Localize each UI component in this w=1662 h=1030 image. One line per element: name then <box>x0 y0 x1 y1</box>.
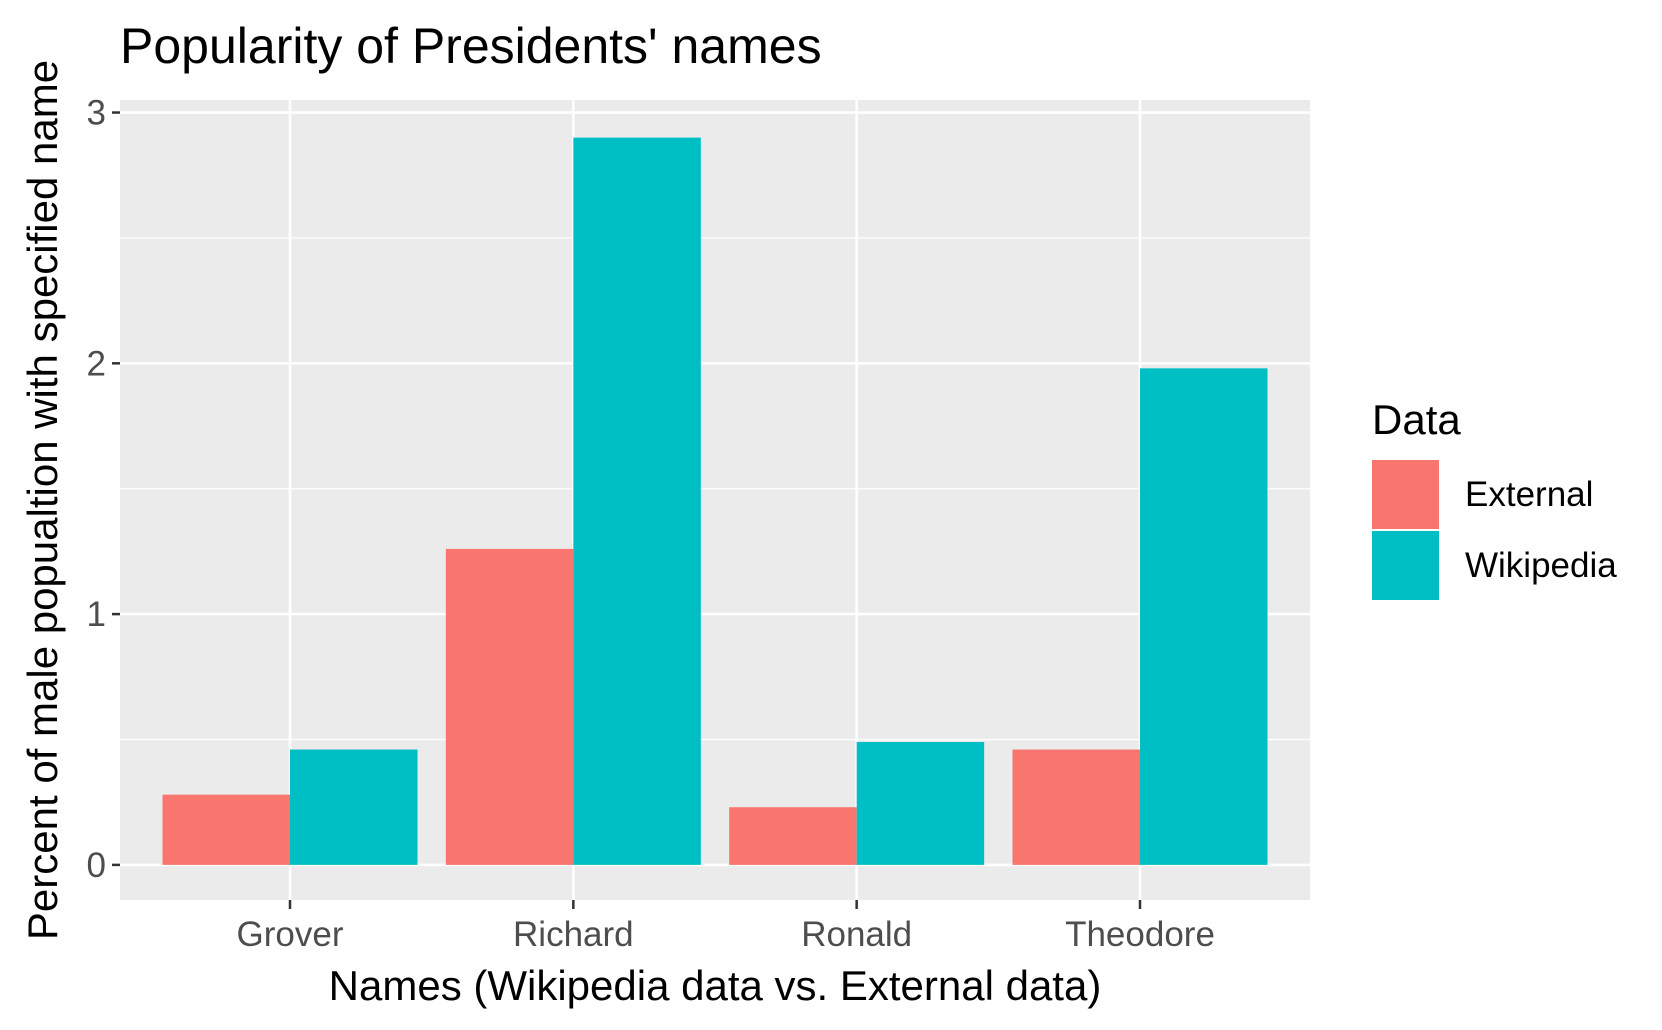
y-tick-label: 1 <box>87 595 106 634</box>
legend: Data External Wikipedia <box>1372 396 1617 600</box>
legend-key-wikipedia <box>1372 531 1439 600</box>
axes: 0 1 2 3 Grover Richard Ronald Theodore <box>87 94 1215 954</box>
x-tick-label: Theodore <box>1065 915 1215 954</box>
bar-wikipedia-ronald <box>856 742 985 865</box>
y-axis-title: Percent of male popualtion with specifie… <box>19 60 66 940</box>
y-tick-label: 0 <box>87 846 106 885</box>
x-axis-title: Names (Wikipedia data vs. External data) <box>329 962 1102 1009</box>
x-tick-label: Ronald <box>801 915 912 954</box>
bar-external-grover <box>162 794 290 865</box>
y-tick-label: 3 <box>87 94 106 133</box>
legend-label-external: External <box>1465 475 1593 514</box>
bar-wikipedia-richard <box>573 137 701 865</box>
x-tick-label: Richard <box>513 915 634 954</box>
y-tick-label: 2 <box>87 344 106 383</box>
legend-label-wikipedia: Wikipedia <box>1465 546 1617 585</box>
x-tick-label: Grover <box>237 915 344 954</box>
legend-title: Data <box>1372 396 1461 443</box>
bar-external-theodore <box>1012 749 1140 865</box>
legend-items: External Wikipedia <box>1372 460 1617 600</box>
bar-external-richard <box>445 548 574 865</box>
bars <box>162 137 1268 865</box>
bar-wikipedia-theodore <box>1140 368 1268 865</box>
bar-wikipedia-grover <box>290 749 418 865</box>
chart-title: Popularity of Presidents' names <box>120 18 822 74</box>
legend-key-external <box>1372 460 1439 529</box>
bar-external-ronald <box>729 807 857 865</box>
